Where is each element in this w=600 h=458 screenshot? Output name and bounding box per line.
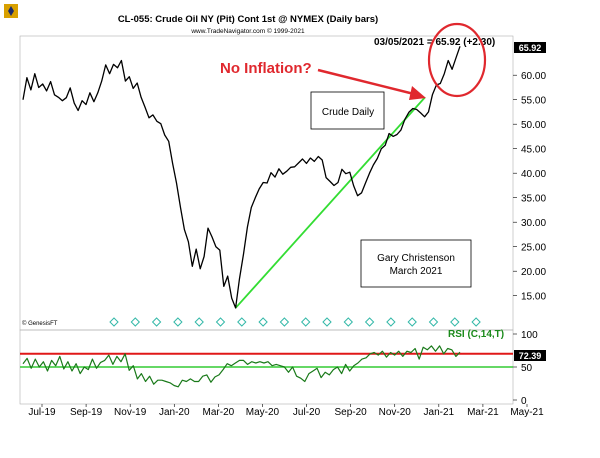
price-tick-label: 55.00 bbox=[521, 96, 546, 107]
highlight-circle bbox=[427, 22, 487, 98]
price-series-group bbox=[22, 46, 461, 309]
trend-line-group bbox=[234, 96, 426, 309]
callout-arrow bbox=[317, 68, 426, 100]
diamond-marker bbox=[322, 317, 332, 327]
price-last-value-tag: 65.92 bbox=[514, 42, 546, 53]
rsi-title: RSI (C,14,T) bbox=[448, 329, 504, 340]
price-series-line bbox=[22, 46, 461, 309]
diamond-marker bbox=[173, 317, 183, 327]
rsi-tick-label: 0 bbox=[521, 396, 527, 407]
diamond-marker bbox=[450, 317, 460, 327]
diamond-marker bbox=[130, 317, 141, 327]
x-axis: Jul-19 Sep-19 Nov-19 Jan-20 Mar-20 May-20 Jul-… bbox=[28, 404, 544, 418]
price-tick-label: 25.00 bbox=[521, 243, 546, 254]
rsi-y-axis: 100 50 0 bbox=[513, 330, 538, 407]
diamond-marker bbox=[471, 317, 481, 327]
x-tick-label: Mar-20 bbox=[203, 407, 235, 418]
price-tick-label: 30.00 bbox=[521, 218, 546, 229]
price-last-value: 65.92 bbox=[519, 43, 542, 53]
crude-daily-box: Crude Daily bbox=[310, 91, 385, 130]
author-box: Gary Christenson March 2021 bbox=[360, 239, 472, 288]
marker-row bbox=[109, 317, 481, 327]
diamond-marker bbox=[215, 317, 226, 327]
rsi-series-group bbox=[22, 345, 461, 388]
diamond-marker bbox=[109, 317, 119, 327]
x-tick-label: Jan-20 bbox=[159, 407, 190, 418]
x-tick-label: May-20 bbox=[246, 407, 280, 418]
diamond-marker bbox=[237, 317, 247, 327]
price-tick-label: 15.00 bbox=[521, 292, 546, 303]
price-tick-label: 60.00 bbox=[521, 71, 546, 82]
diamond-marker bbox=[279, 317, 290, 327]
diamond-marker bbox=[364, 317, 375, 327]
rsi-tick-label: 100 bbox=[521, 330, 538, 341]
x-tick-label: Nov-20 bbox=[379, 407, 412, 418]
author-date: March 2021 bbox=[390, 266, 443, 277]
x-tick-label: Nov-19 bbox=[114, 407, 147, 418]
rsi-tick-label: 50 bbox=[521, 363, 533, 374]
price-tick-label: 45.00 bbox=[521, 145, 546, 156]
price-readout: 03/05/2021 = 65.92 (+2.30) bbox=[374, 37, 495, 48]
no-inflation-callout: No Inflation? bbox=[220, 60, 312, 77]
author-name: Gary Christenson bbox=[377, 253, 455, 264]
diamond-marker bbox=[343, 317, 354, 327]
diamond-marker bbox=[258, 317, 268, 327]
x-tick-label: Mar-21 bbox=[467, 407, 499, 418]
diamond-marker bbox=[386, 317, 396, 327]
rsi-reference-lines bbox=[20, 352, 513, 368]
x-tick-label: May-21 bbox=[510, 407, 544, 418]
x-tick-label: Jan-21 bbox=[424, 407, 455, 418]
price-tick-label: 40.00 bbox=[521, 169, 546, 180]
price-tick-label: 20.00 bbox=[521, 267, 546, 278]
x-tick-label: Sep-19 bbox=[70, 407, 103, 418]
price-tick-label: 35.00 bbox=[521, 194, 546, 205]
copyright-text: www.TradeNavigator.com © 1999-2021 bbox=[190, 27, 305, 35]
price-tick-label: 50.00 bbox=[521, 120, 546, 131]
x-tick-label: Sep-20 bbox=[335, 407, 368, 418]
diamond-marker bbox=[194, 317, 204, 327]
diamond-marker bbox=[151, 317, 162, 327]
trade-navigator-logo bbox=[4, 4, 18, 18]
crude-daily-label: Crude Daily bbox=[322, 107, 374, 118]
diamond-marker bbox=[300, 317, 311, 327]
genesis-watermark: © GenesisFT bbox=[22, 320, 58, 327]
x-tick-label: Jul-20 bbox=[293, 407, 321, 418]
rsi-last-value-tag: 72.39 bbox=[514, 350, 546, 361]
rsi-last-value: 72.39 bbox=[519, 351, 542, 361]
diamond-marker bbox=[428, 317, 439, 327]
chart-title: CL-055: Crude Oil NY (Pit) Cont 1st @ NY… bbox=[118, 14, 378, 25]
price-y-axis: 60.00 55.00 50.00 45.00 40.00 35.00 30.00 25.00… bbox=[513, 71, 546, 303]
rsi-series-line bbox=[22, 345, 461, 388]
x-tick-label: Jul-19 bbox=[28, 407, 56, 418]
diamond-marker bbox=[407, 317, 417, 327]
support-trend-line bbox=[234, 96, 426, 309]
